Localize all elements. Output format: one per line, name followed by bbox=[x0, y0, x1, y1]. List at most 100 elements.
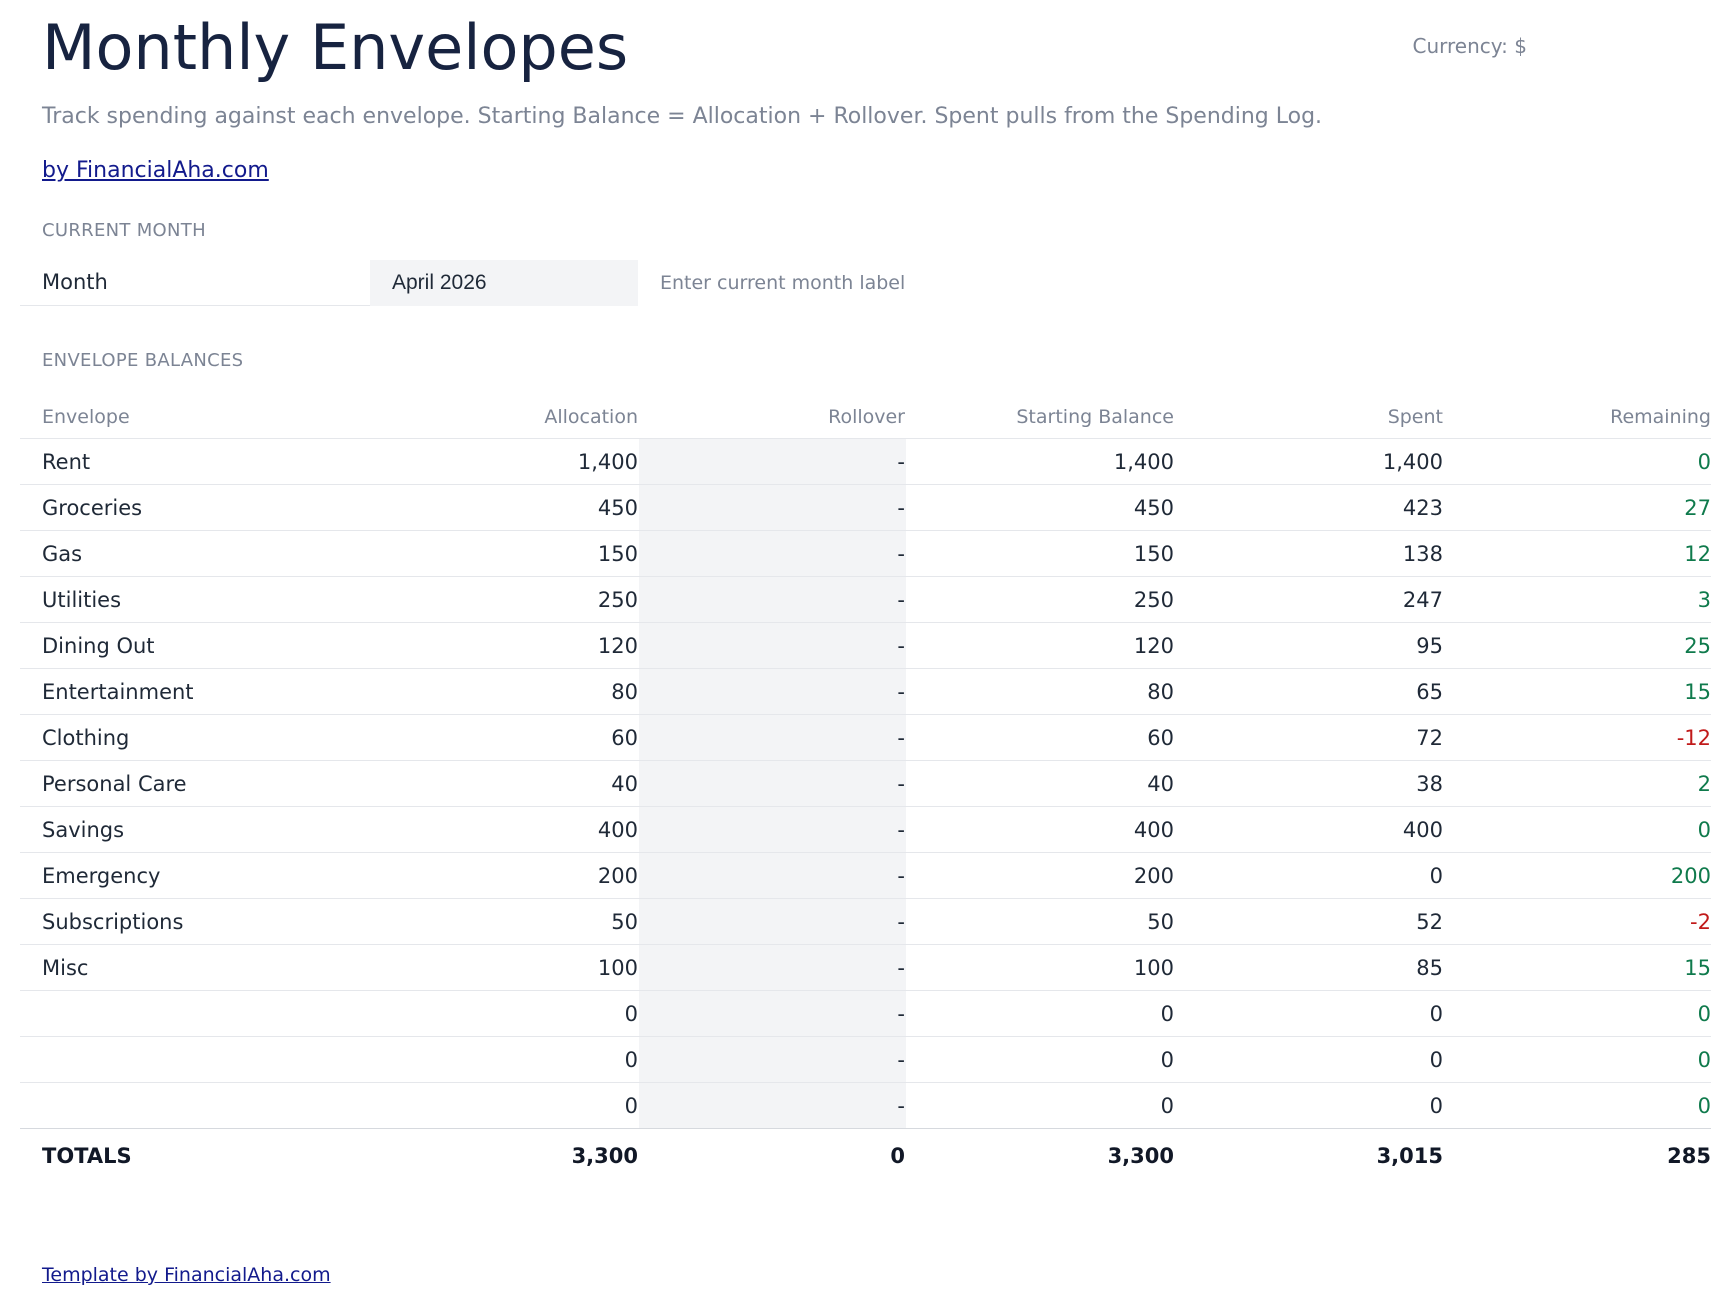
spent-cell: 0 bbox=[1429, 1047, 1443, 1072]
allocation-cell[interactable]: 400 bbox=[597, 817, 638, 842]
allocation-cell[interactable]: 0 bbox=[624, 1001, 638, 1026]
starting-balance-cell: 0 bbox=[1160, 1093, 1174, 1118]
table-row: Personal Care 40 - 40 38 2 bbox=[20, 760, 1711, 806]
allocation-cell[interactable]: 120 bbox=[597, 633, 638, 658]
spent-cell: 1,400 bbox=[1382, 449, 1443, 474]
spent-cell: 65 bbox=[1416, 679, 1443, 704]
rollover-cell[interactable]: - bbox=[897, 449, 905, 474]
starting-balance-cell: 50 bbox=[1147, 909, 1174, 934]
remaining-cell: 3 bbox=[1697, 587, 1711, 612]
envelope-name-cell[interactable]: Clothing bbox=[42, 725, 130, 750]
rollover-cell[interactable]: - bbox=[897, 587, 905, 612]
starting-balance-cell: 80 bbox=[1147, 679, 1174, 704]
envelope-name-cell[interactable]: Personal Care bbox=[42, 771, 187, 796]
remaining-cell: 2 bbox=[1697, 771, 1711, 796]
table-row: Misc 100 - 100 85 15 bbox=[20, 944, 1711, 990]
month-row: Month Enter current month label bbox=[20, 260, 909, 306]
remaining-cell: 0 bbox=[1697, 449, 1711, 474]
total-starting-balance: 3,300 bbox=[1107, 1143, 1174, 1168]
footer-link[interactable]: Template by FinancialAha.com bbox=[42, 1264, 331, 1286]
rollover-cell[interactable]: - bbox=[897, 909, 905, 934]
envelope-name-cell[interactable]: Gas bbox=[42, 541, 83, 566]
allocation-cell[interactable]: 0 bbox=[624, 1093, 638, 1118]
allocation-cell[interactable]: 100 bbox=[597, 955, 638, 980]
table-row: 0 - 0 0 0 bbox=[20, 1036, 1711, 1082]
spent-cell: 72 bbox=[1416, 725, 1443, 750]
allocation-cell[interactable]: 1,400 bbox=[577, 449, 638, 474]
allocation-cell[interactable]: 60 bbox=[611, 725, 638, 750]
rollover-cell[interactable]: - bbox=[897, 771, 905, 796]
starting-balance-cell: 150 bbox=[1133, 541, 1174, 566]
rollover-cell[interactable]: - bbox=[897, 1047, 905, 1072]
envelope-name-cell[interactable]: Rent bbox=[42, 449, 91, 474]
page-subtitle: Track spending against each envelope. St… bbox=[42, 104, 1323, 129]
rollover-cell[interactable]: - bbox=[897, 495, 905, 520]
total-rollover: 0 bbox=[890, 1143, 905, 1168]
remaining-cell: 15 bbox=[1684, 955, 1711, 980]
starting-balance-cell: 40 bbox=[1147, 771, 1174, 796]
table-row: Emergency 200 - 200 0 200 bbox=[20, 852, 1711, 898]
current-month-section-label: CURRENT MONTH bbox=[42, 220, 206, 241]
remaining-cell: 0 bbox=[1697, 1047, 1711, 1072]
starting-balance-cell: 0 bbox=[1160, 1047, 1174, 1072]
starting-balance-cell: 450 bbox=[1133, 495, 1174, 520]
allocation-cell[interactable]: 250 bbox=[597, 587, 638, 612]
remaining-cell: -2 bbox=[1690, 909, 1711, 934]
remaining-cell: -12 bbox=[1676, 725, 1711, 750]
starting-balance-cell: 120 bbox=[1133, 633, 1174, 658]
brand-link[interactable]: by FinancialAha.com bbox=[42, 158, 269, 183]
totals-row: TOTALS 3,300 0 3,300 3,015 285 bbox=[20, 1128, 1711, 1182]
allocation-cell[interactable]: 0 bbox=[624, 1047, 638, 1072]
spent-cell: 0 bbox=[1429, 863, 1443, 888]
table-row: Dining Out 120 - 120 95 25 bbox=[20, 622, 1711, 668]
rollover-cell[interactable]: - bbox=[897, 679, 905, 704]
rollover-cell[interactable]: - bbox=[897, 1093, 905, 1118]
spent-cell: 247 bbox=[1402, 587, 1443, 612]
envelope-name-cell[interactable]: Emergency bbox=[42, 863, 161, 888]
starting-balance-cell: 60 bbox=[1147, 725, 1174, 750]
remaining-cell: 27 bbox=[1684, 495, 1711, 520]
rollover-cell[interactable]: - bbox=[897, 541, 905, 566]
month-label: Month bbox=[20, 260, 392, 306]
envelope-name-cell[interactable]: Dining Out bbox=[42, 633, 155, 658]
rollover-cell[interactable]: - bbox=[897, 863, 905, 888]
spent-cell: 400 bbox=[1402, 817, 1443, 842]
col-header-remaining: Remaining bbox=[1610, 406, 1711, 428]
envelope-balances-section-label: ENVELOPE BALANCES bbox=[42, 350, 244, 371]
allocation-cell[interactable]: 50 bbox=[611, 909, 638, 934]
col-header-envelope: Envelope bbox=[42, 406, 130, 428]
allocation-cell[interactable]: 200 bbox=[597, 863, 638, 888]
allocation-cell[interactable]: 40 bbox=[611, 771, 638, 796]
table-row: Savings 400 - 400 400 0 bbox=[20, 806, 1711, 852]
allocation-cell[interactable]: 150 bbox=[597, 541, 638, 566]
table-row: 0 - 0 0 0 bbox=[20, 1082, 1711, 1128]
spent-cell: 38 bbox=[1416, 771, 1443, 796]
starting-balance-cell: 100 bbox=[1133, 955, 1174, 980]
allocation-cell[interactable]: 450 bbox=[597, 495, 638, 520]
starting-balance-cell: 0 bbox=[1160, 1001, 1174, 1026]
month-input[interactable] bbox=[370, 260, 638, 306]
spent-cell: 138 bbox=[1402, 541, 1443, 566]
rollover-cell[interactable]: - bbox=[897, 725, 905, 750]
envelope-name-cell[interactable]: Misc bbox=[42, 955, 89, 980]
col-header-spent: Spent bbox=[1387, 406, 1443, 428]
currency-label: Currency: $ bbox=[1412, 34, 1527, 58]
rollover-cell[interactable]: - bbox=[897, 955, 905, 980]
col-header-allocation: Allocation bbox=[544, 406, 638, 428]
rollover-cell[interactable]: - bbox=[897, 1001, 905, 1026]
envelope-name-cell[interactable]: Utilities bbox=[42, 587, 122, 612]
table-row: Clothing 60 - 60 72 -12 bbox=[20, 714, 1711, 760]
envelope-name-cell[interactable]: Groceries bbox=[42, 495, 143, 520]
envelope-name-cell[interactable]: Entertainment bbox=[42, 679, 194, 704]
total-spent: 3,015 bbox=[1376, 1143, 1443, 1168]
table-row: Groceries 450 - 450 423 27 bbox=[20, 484, 1711, 530]
month-hint: Enter current month label bbox=[660, 272, 906, 294]
rollover-cell[interactable]: - bbox=[897, 817, 905, 842]
rollover-cell[interactable]: - bbox=[897, 633, 905, 658]
table-row: Rent 1,400 - 1,400 1,400 0 bbox=[20, 438, 1711, 484]
remaining-cell: 0 bbox=[1697, 1001, 1711, 1026]
table-row: Gas 150 - 150 138 12 bbox=[20, 530, 1711, 576]
envelope-name-cell[interactable]: Subscriptions bbox=[42, 909, 184, 934]
envelope-name-cell[interactable]: Savings bbox=[42, 817, 125, 842]
allocation-cell[interactable]: 80 bbox=[611, 679, 638, 704]
